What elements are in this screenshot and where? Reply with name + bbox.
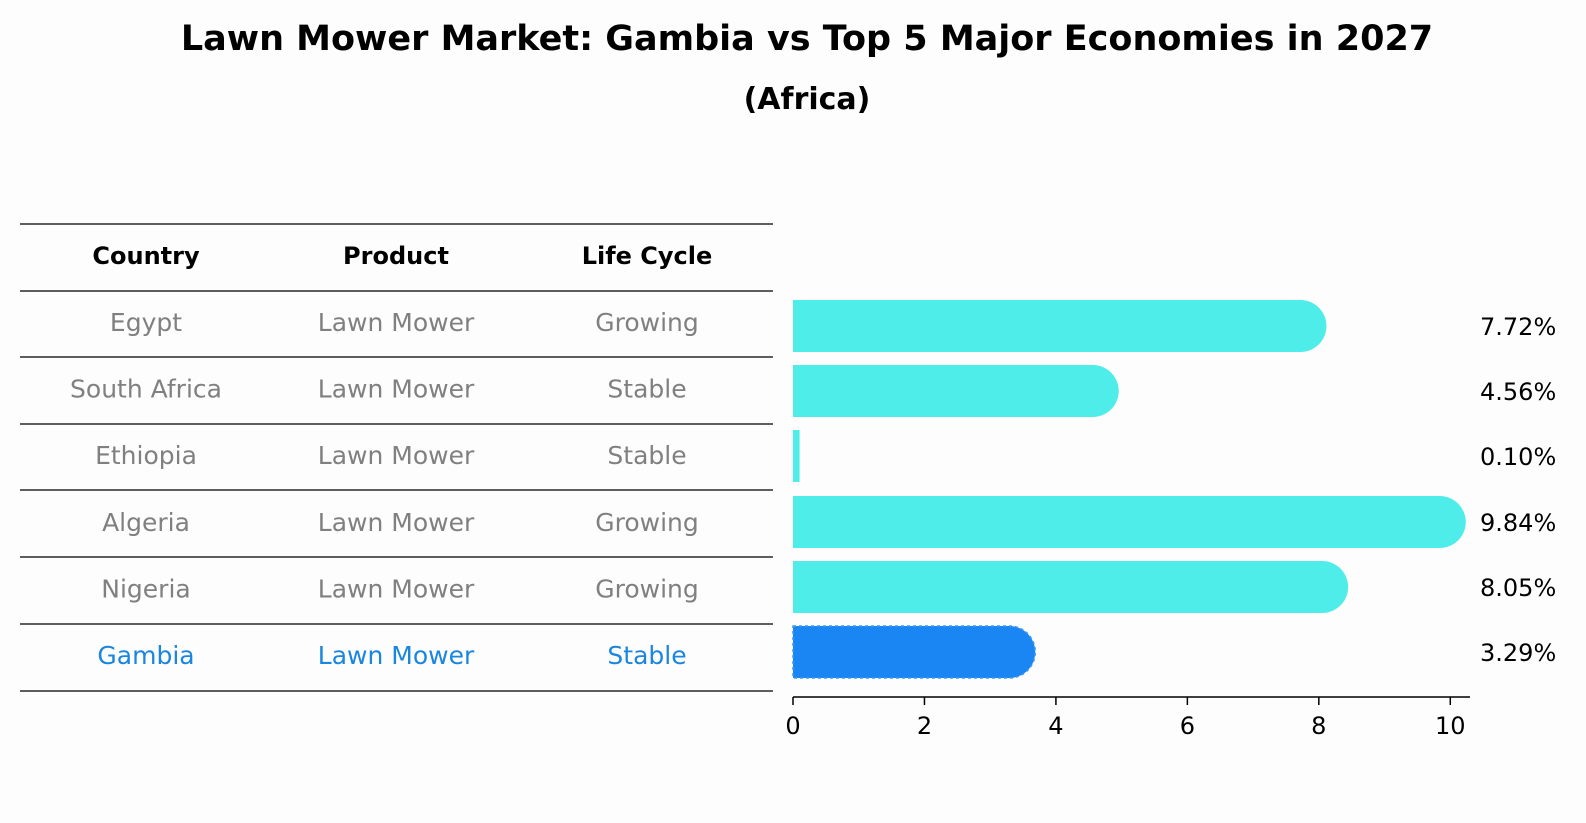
table-cell-country: South Africa (70, 375, 222, 404)
table-cell-product: Lawn Mower (318, 641, 475, 670)
table-cell-product: Lawn Mower (318, 375, 475, 404)
bar (793, 496, 1466, 548)
country-table: Country Product Life Cycle Egypt Lawn Mower G… (20, 223, 773, 692)
table-cell-life-cycle: Stable (607, 375, 686, 404)
table-cell-product: Lawn Mower (318, 441, 475, 470)
table-cell-life-cycle: Growing (595, 574, 699, 603)
table-cell-product: Lawn Mower (318, 508, 475, 537)
chart-title: Lawn Mower Market: Gambia vs Top 5 Major… (181, 19, 1433, 59)
bar-value-label: 3.29% (1480, 639, 1556, 667)
bar-value-label: 0.10% (1480, 443, 1556, 471)
table-cell-country: Egypt (110, 308, 182, 337)
bar-highlight (793, 626, 1036, 678)
bar (793, 300, 1327, 352)
bar-highlight-outline (792, 625, 1036, 679)
x-axis: 0 2 4 6 8 10 (785, 696, 1470, 740)
column-header: Product (343, 242, 449, 270)
bar-value-label: 7.72% (1480, 313, 1556, 341)
table-cell-country: Ethiopia (95, 441, 197, 470)
table-cell-life-cycle: Stable (607, 641, 686, 670)
table-cell-country: Algeria (102, 508, 190, 537)
column-header: Life Cycle (582, 242, 713, 270)
bar-value-label: 4.56% (1480, 378, 1556, 406)
x-tick-label: 6 (1180, 712, 1195, 740)
column-header: Country (92, 242, 200, 270)
table-cell-country: Gambia (97, 641, 194, 670)
x-tick-label: 4 (1048, 712, 1063, 740)
table-cell-country: Nigeria (101, 574, 190, 603)
table-cell-product: Lawn Mower (318, 574, 475, 603)
chart-subtitle: (Africa) (744, 82, 871, 117)
x-tick-label: 8 (1311, 712, 1326, 740)
bar (793, 365, 1119, 417)
bar (793, 430, 800, 482)
bar (793, 561, 1349, 613)
x-tick-label: 10 (1435, 712, 1466, 740)
table-cell-life-cycle: Growing (595, 508, 699, 537)
table-cell-product: Lawn Mower (318, 308, 475, 337)
x-tick-label: 2 (917, 712, 932, 740)
bar-value-label: 9.84% (1480, 509, 1556, 537)
bar-value-label: 8.05% (1480, 574, 1556, 602)
bar-chart: 7.72% 4.56% 0.10% 9.84% 8.05% 3.29% (792, 300, 1556, 679)
table-cell-life-cycle: Stable (607, 441, 686, 470)
x-tick-label: 0 (785, 712, 800, 740)
table-cell-life-cycle: Growing (595, 308, 699, 337)
